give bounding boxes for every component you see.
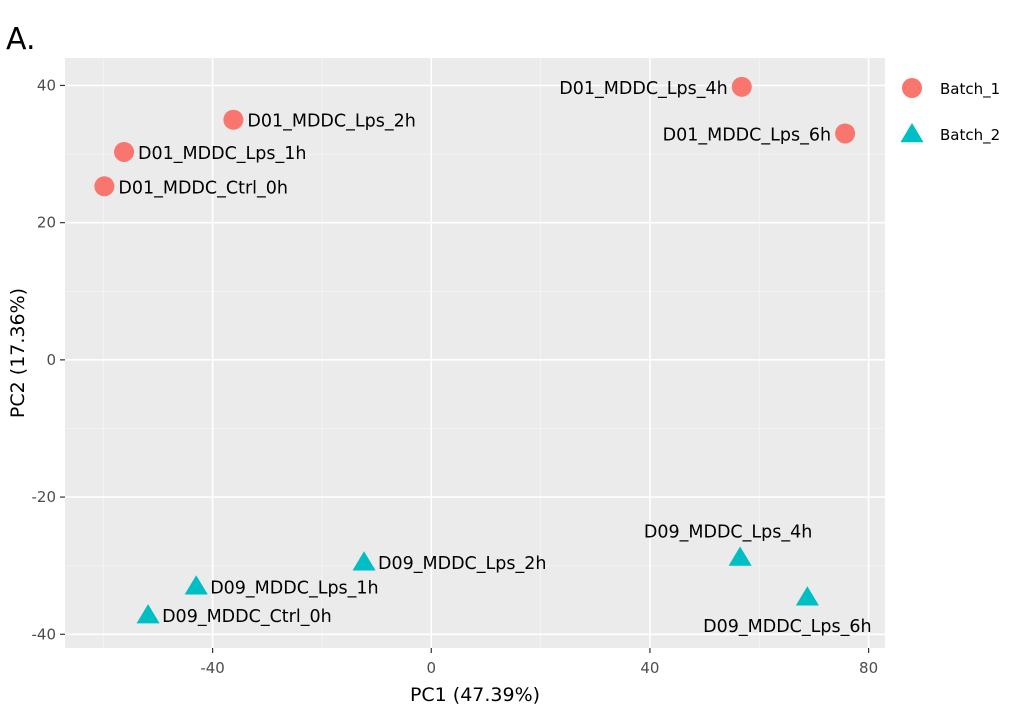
point-label: D09_MDDC_Lps_1h [210,578,378,598]
legend-label: Batch_2 [940,126,1000,145]
y-axis-title: PC2 (17.36%) [7,288,29,418]
y-tick-label: -20 [32,488,57,506]
batch_1-point [94,176,115,197]
batch_2-legend-key [900,123,924,143]
batch_2-point [728,546,752,566]
axis-ticks [60,84,870,653]
x-tick-label: -40 [200,659,225,677]
grid-major-lines [65,58,885,648]
point-label: D01_MDDC_Ctrl_0h [118,178,288,198]
y-tick-label: 0 [46,351,56,369]
point-label: D01_MDDC_Lps_6h [663,125,831,145]
batch_1-legend-key [902,78,922,98]
grid-minor-lines [65,58,885,648]
tick-labels: -40 0 40 80 40 20 0 -20 -40 [32,76,879,677]
point-label: D01_MDDC_Lps_4h [559,79,727,99]
point-label: D09_MDDC_Lps_2h [378,554,546,574]
panel-label: A. [6,22,36,57]
batch_1-point [731,76,752,97]
x-axis-title: PC1 (47.39%) [410,684,540,706]
legend-label: Batch_1 [940,80,1000,99]
point-labels: D01_MDDC_Ctrl_0h D01_MDDC_Lps_1h D01_MDDC_… [118,79,871,637]
data-points [94,76,856,624]
x-tick-label: 40 [640,659,659,677]
x-tick-label: 0 [426,659,436,677]
x-tick-label: 80 [859,659,878,677]
legend: Batch_1 Batch_2 [900,78,1000,145]
batch_1-point [835,123,856,144]
plot-panel [65,58,885,648]
point-label: D09_MDDC_Lps_6h [703,617,871,637]
point-label: D01_MDDC_Lps_2h [247,112,415,132]
batch_2-point [352,551,376,571]
batch_2-point [795,586,819,606]
point-label: D09_MDDC_Ctrl_0h [162,607,332,627]
batch_2-point [136,604,160,624]
batch_1-point [223,109,244,130]
batch_2-point [184,575,208,595]
point-label: D09_MDDC_Lps_4h [644,522,812,542]
y-tick-label: 20 [37,214,56,232]
y-tick-label: 40 [37,76,56,94]
y-tick-label: -40 [32,625,57,643]
point-label: D01_MDDC_Lps_1h [138,144,306,164]
batch_1-point [114,141,135,162]
